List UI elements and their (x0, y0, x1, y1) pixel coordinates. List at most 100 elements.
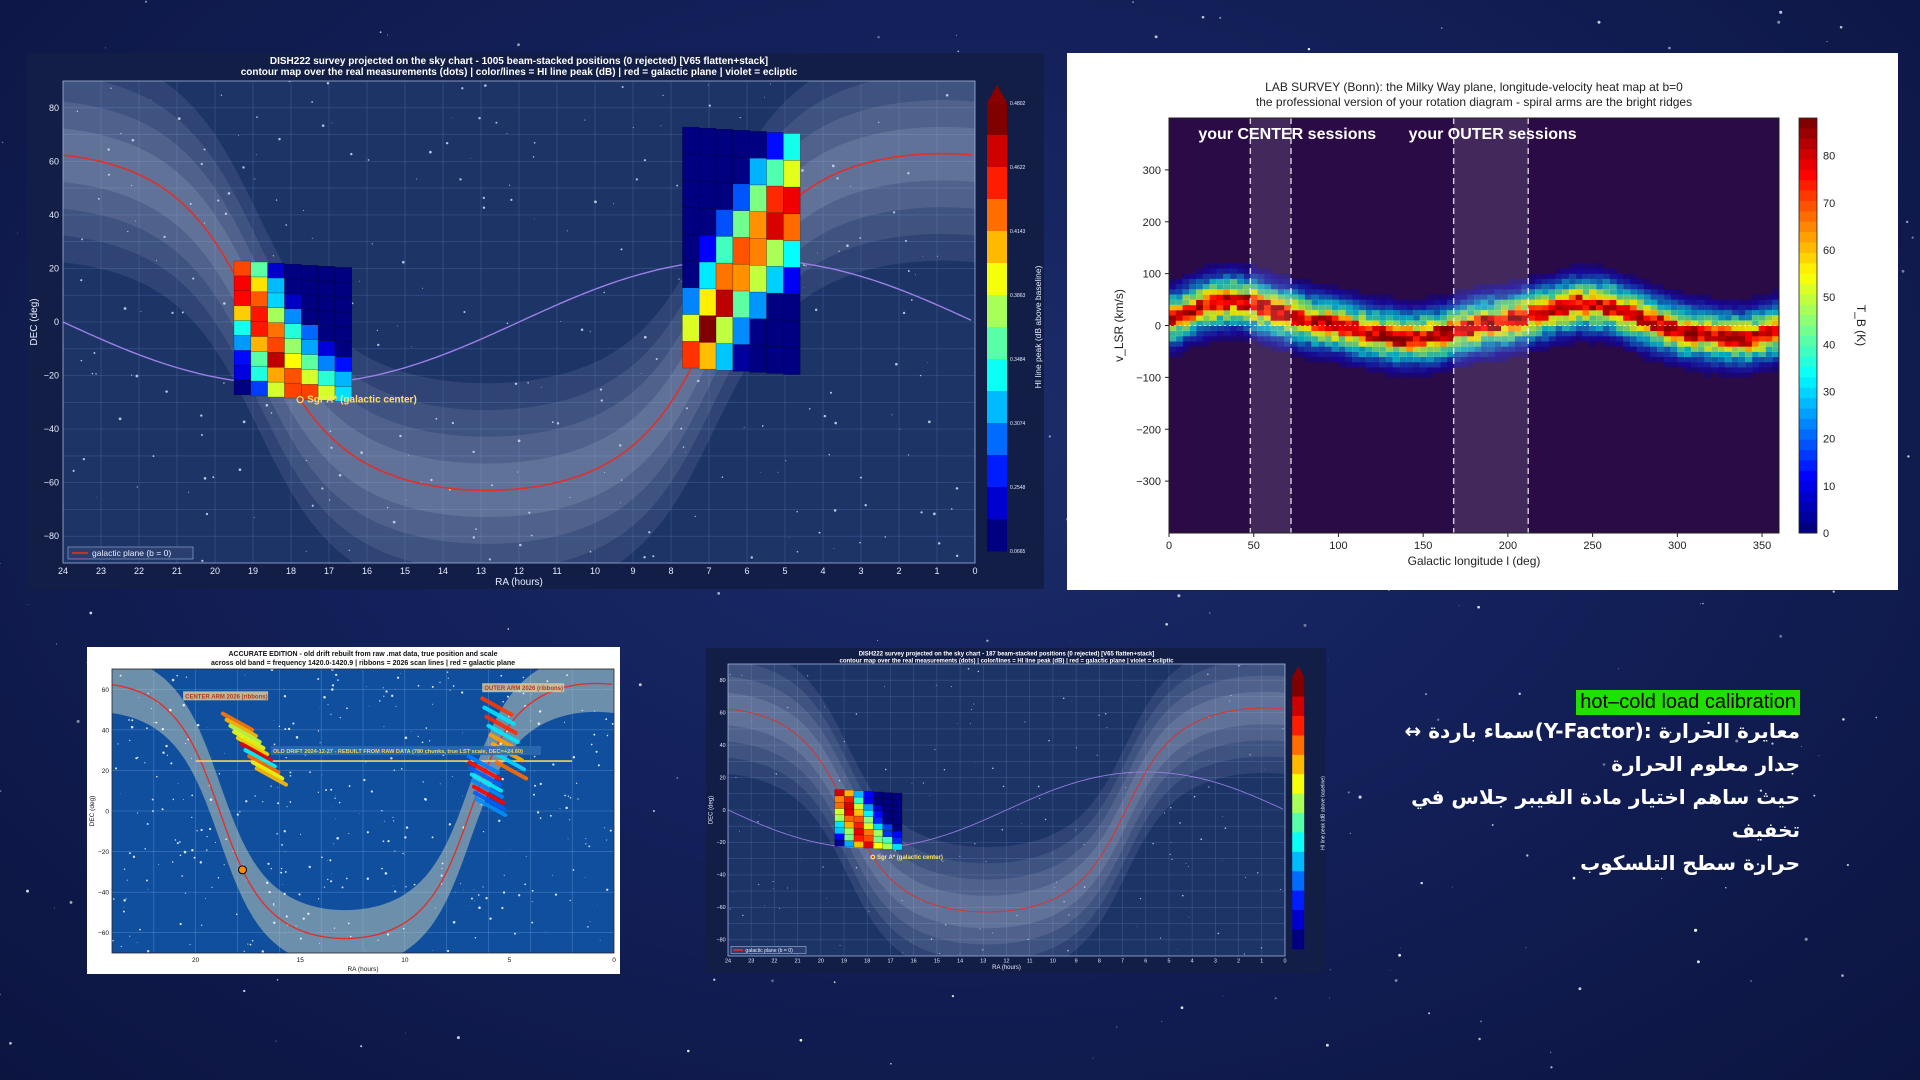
heatmap-cell (1291, 289, 1299, 295)
heatmap-cell (1684, 356, 1692, 363)
heatmap-cell (1514, 309, 1522, 316)
background-star (1154, 35, 1158, 39)
heatmap-cell (1562, 335, 1570, 342)
heatmap-cell (1304, 356, 1312, 363)
sky-star (383, 695, 385, 697)
contour-cell (749, 184, 767, 212)
sky-star (534, 218, 535, 220)
contour-cell (882, 842, 893, 850)
sky-star (556, 422, 560, 425)
sky-star (640, 372, 642, 374)
sky-star (399, 434, 402, 438)
chart-title: DISH222 survey projected on the sky char… (270, 56, 768, 67)
background-star (1451, 886, 1453, 888)
heatmap-cell (1616, 304, 1624, 311)
x-tick-label: 24 (58, 566, 68, 576)
heatmap-cell (1196, 315, 1204, 321)
heatmap-cell (1209, 263, 1217, 269)
background-star (144, 0, 148, 3)
x-tick-label: 20 (818, 959, 824, 965)
heatmap-cell (1352, 309, 1360, 316)
sky-star (606, 888, 609, 891)
heatmap-cell (1236, 330, 1244, 337)
sky-star (772, 881, 774, 883)
heatmap-cell (1297, 309, 1305, 316)
heatmap-cell (1535, 284, 1543, 290)
sky-star (244, 674, 246, 676)
heatmap-cell (1270, 278, 1278, 285)
colorbar-step (1292, 871, 1305, 892)
sky-star (236, 813, 239, 816)
sky-star (392, 520, 396, 524)
colorbar-step (1799, 450, 1817, 461)
colorbar-step (1799, 398, 1817, 409)
heatmap-cell (1690, 325, 1699, 332)
heatmap-cell (1250, 315, 1258, 321)
ecliptic-line (63, 258, 972, 386)
sky-star (347, 922, 350, 925)
heatmap-cell (1677, 309, 1685, 316)
sky-star (472, 536, 476, 539)
sky-star (181, 311, 184, 314)
contour-cell (682, 180, 700, 208)
sky-star (945, 924, 947, 926)
sky-star (545, 931, 546, 932)
heatmap-cell (1582, 335, 1590, 342)
colorbar-tick: 50 (1823, 292, 1835, 304)
heatmap-cell (1697, 315, 1705, 321)
heatmap-cell (1324, 294, 1333, 300)
heatmap-cell (1196, 273, 1204, 280)
heatmap-cell (1731, 335, 1739, 342)
heatmap-cell (1446, 341, 1455, 347)
colorbar-step (1292, 716, 1305, 736)
background-star (1707, 721, 1710, 725)
heatmap-cell (1270, 284, 1278, 290)
sky-star (1238, 665, 1240, 667)
sky-star (335, 794, 336, 796)
scan-ribbon (247, 754, 281, 775)
heatmap-cell (1751, 325, 1760, 332)
heatmap-cell (1399, 356, 1407, 363)
heatmap-cell (1399, 330, 1407, 337)
sky-star (326, 82, 330, 85)
sky-star (421, 741, 424, 744)
sky-star (251, 940, 254, 942)
contour-cell (749, 318, 767, 346)
sky-star (498, 819, 501, 822)
background-star (890, 1062, 892, 1065)
sky-star (935, 684, 937, 686)
heatmap-cell (1460, 315, 1468, 321)
contour-cell (317, 340, 336, 356)
heatmap-cell (1650, 341, 1658, 347)
sky-star (199, 861, 203, 864)
heatmap-cell (1189, 278, 1197, 285)
background-star (379, 31, 382, 34)
heatmap-cell (1568, 294, 1577, 300)
sky-star (185, 742, 187, 745)
heatmap-cell (1711, 325, 1719, 332)
sky-star (327, 704, 329, 706)
heatmap-cell (1297, 320, 1305, 326)
sky-star (552, 874, 553, 876)
heatmap-cell (1358, 320, 1366, 326)
sky-star (760, 471, 762, 473)
heatmap-cell (1345, 361, 1353, 368)
sky-star (922, 782, 924, 784)
sky-star (156, 775, 158, 778)
y-tick-label: 20 (720, 775, 726, 781)
heatmap-cell (1507, 299, 1516, 306)
contour-cell (334, 326, 352, 342)
heatmap-cell (1636, 289, 1644, 295)
sky-star (272, 903, 275, 905)
sky-star (292, 722, 295, 725)
heatmap-cell (1548, 320, 1556, 326)
contour-cell (233, 290, 252, 306)
heatmap-cell (1765, 309, 1773, 316)
sky-star (1137, 684, 1139, 686)
heatmap-cell (1548, 294, 1556, 300)
contour-cell (892, 805, 903, 813)
contour-cell (892, 824, 903, 832)
heatmap-cell (1629, 309, 1638, 316)
sky-star (425, 727, 428, 729)
heatmap-cell (1684, 320, 1692, 326)
